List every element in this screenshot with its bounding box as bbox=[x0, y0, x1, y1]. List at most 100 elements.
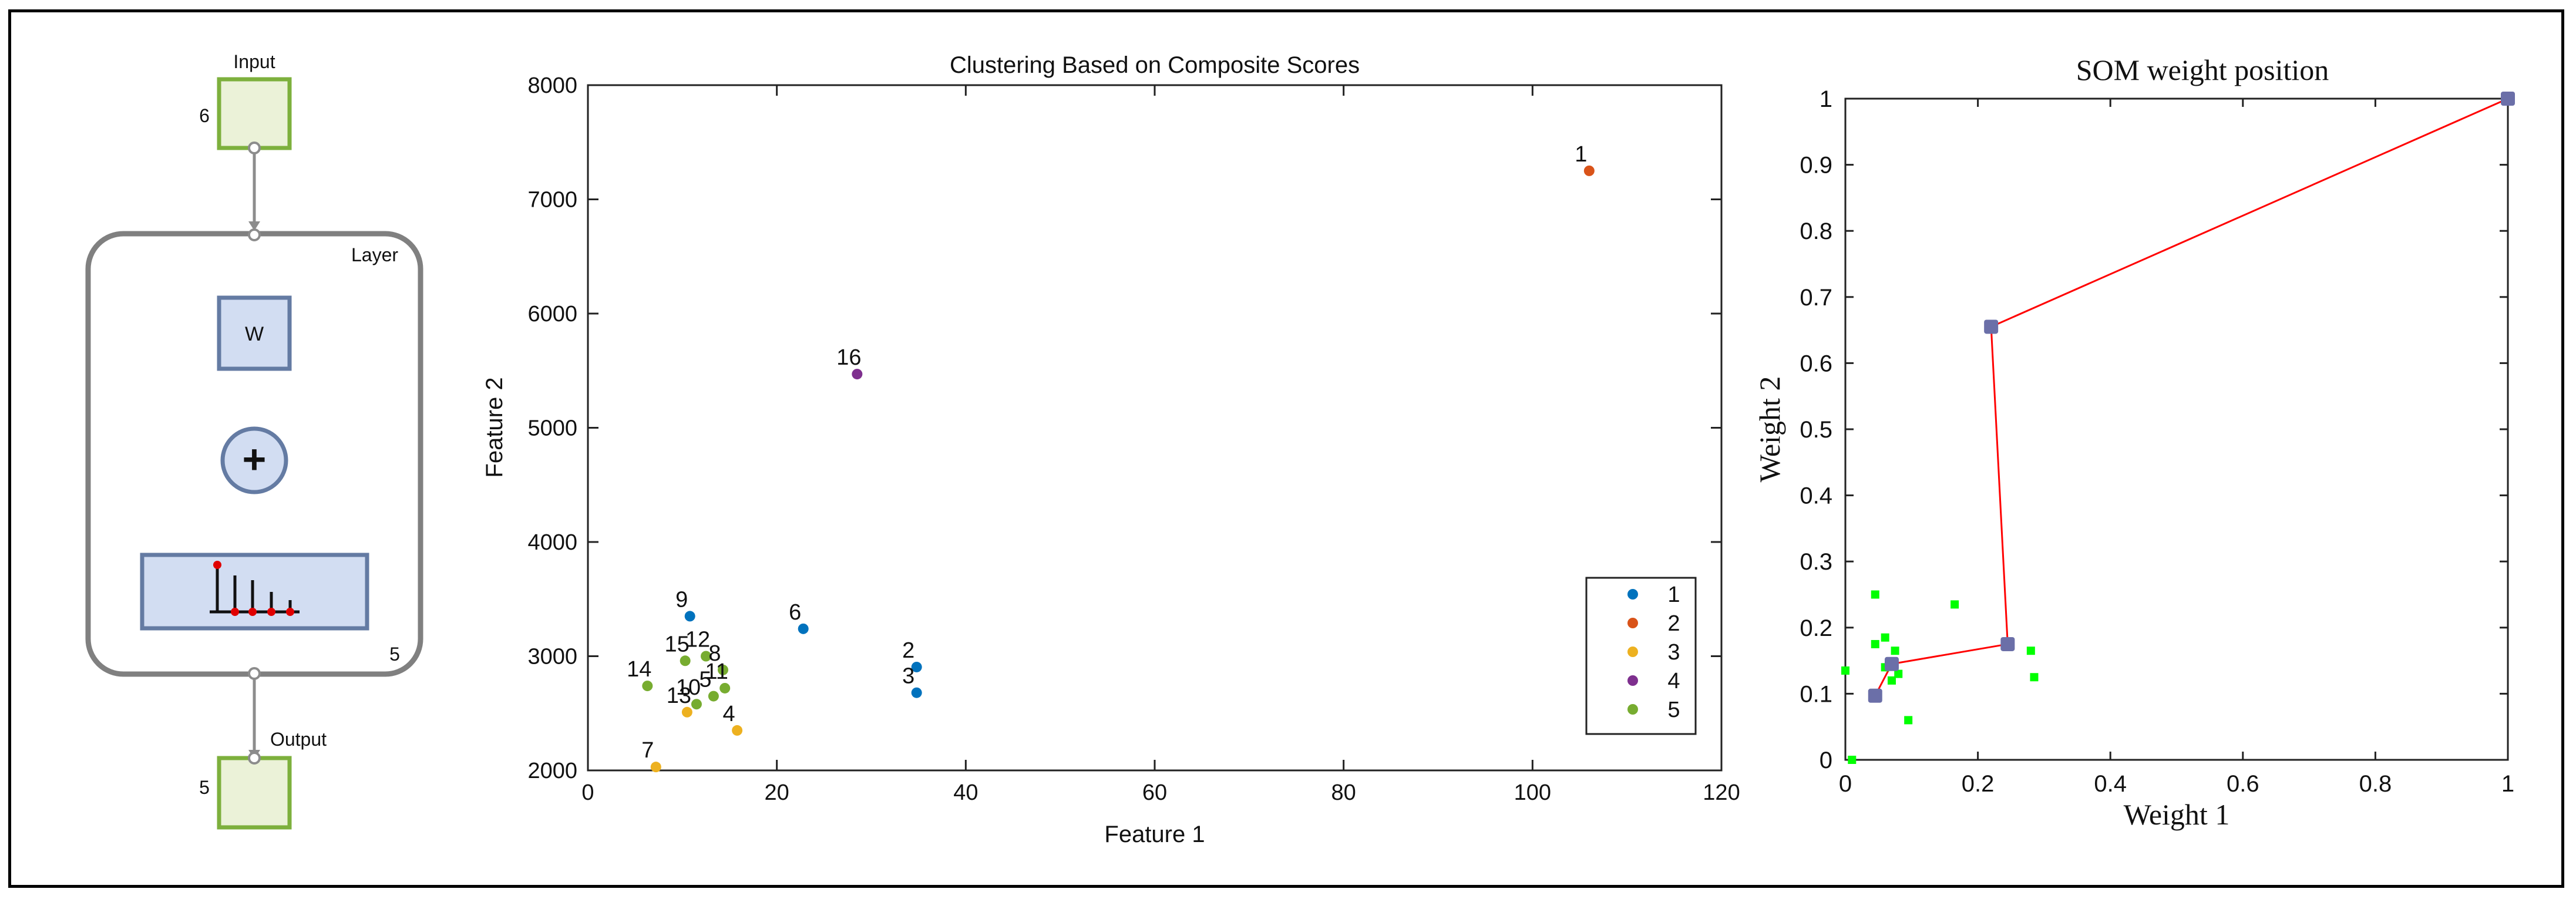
som-y-tick-label: 0.7 bbox=[1800, 285, 1832, 311]
som-x-tick-label: 0.2 bbox=[1962, 771, 1995, 797]
cluster-point-label: 15 bbox=[665, 632, 690, 656]
cluster-point-label: 1 bbox=[1575, 142, 1587, 167]
som-neighbor-link bbox=[1990, 326, 2009, 645]
legend-marker bbox=[1627, 618, 1638, 628]
cluster-point bbox=[852, 369, 863, 380]
som-neighbor-link bbox=[1891, 643, 2008, 665]
som-neuron-point bbox=[1884, 656, 1899, 671]
som-y-tick-label: 0.6 bbox=[1800, 351, 1832, 376]
cluster-point-label: 13 bbox=[667, 683, 691, 708]
som-y-tick-label: 0.5 bbox=[1800, 417, 1832, 443]
cluster-point bbox=[691, 699, 702, 710]
cluster-y-tick-label: 2000 bbox=[527, 759, 577, 783]
cluster-plot-area bbox=[587, 84, 1723, 772]
som-x-tick-label: 0.6 bbox=[2227, 771, 2259, 797]
legend-label: 2 bbox=[1667, 611, 1680, 636]
cluster-legend: 1 2 3 4 5 bbox=[1585, 577, 1697, 735]
legend-marker bbox=[1627, 675, 1638, 686]
som-y-tick-label: 0.3 bbox=[1800, 549, 1832, 575]
cluster-x-tick-label: 120 bbox=[1703, 780, 1740, 805]
cluster-x-tick-label: 40 bbox=[953, 780, 978, 805]
cluster-point-label: 3 bbox=[902, 664, 914, 689]
cluster-point bbox=[719, 682, 731, 693]
cluster-y-tick-label: 5000 bbox=[527, 416, 577, 441]
som-neuron-point bbox=[1868, 688, 1882, 703]
cluster-chart-title: Clustering Based on Composite Scores bbox=[950, 52, 1360, 78]
cluster-y-tick-label: 3000 bbox=[527, 645, 577, 669]
som-y-axis-label: Weight 2 bbox=[1753, 376, 1786, 483]
cluster-x-tick-label: 80 bbox=[1331, 780, 1356, 805]
cluster-point-label: 16 bbox=[836, 345, 861, 370]
legend-label: 5 bbox=[1667, 698, 1680, 722]
som-input-point bbox=[1871, 639, 1879, 648]
legend-label: 4 bbox=[1667, 669, 1680, 693]
legend-label: 1 bbox=[1667, 583, 1680, 607]
cluster-point-label: 9 bbox=[675, 587, 688, 612]
cluster-y-tick-label: 8000 bbox=[527, 73, 577, 98]
legend-marker bbox=[1627, 589, 1638, 600]
som-neighbor-link bbox=[1990, 97, 2508, 328]
cluster-y-tick-label: 6000 bbox=[527, 302, 577, 326]
cluster-point bbox=[681, 706, 692, 718]
legend-marker bbox=[1627, 704, 1638, 715]
cluster-y-tick-label: 7000 bbox=[527, 188, 577, 213]
som-x-tick-label: 0 bbox=[1839, 771, 1852, 797]
som-plot-area bbox=[1844, 97, 2509, 761]
som-y-tick-label: 0.2 bbox=[1800, 615, 1832, 641]
som-input-point bbox=[1841, 666, 1849, 675]
cluster-point-label: 12 bbox=[685, 628, 710, 652]
som-neuron-point bbox=[2501, 92, 2515, 106]
cluster-point-label: 2 bbox=[902, 638, 914, 663]
som-chart-title: SOM weight position bbox=[2076, 53, 2329, 86]
cluster-x-axis-label: Feature 1 bbox=[1104, 821, 1205, 847]
cluster-x-tick-label: 60 bbox=[1142, 780, 1167, 805]
cluster-point bbox=[680, 655, 691, 666]
som-neuron-point bbox=[2000, 637, 2015, 651]
som-x-tick-label: 0.8 bbox=[2359, 771, 2392, 797]
cluster-x-tick-label: 0 bbox=[581, 780, 594, 805]
som-y-tick-label: 0.4 bbox=[1800, 483, 1832, 509]
legend-label: 3 bbox=[1667, 640, 1680, 665]
som-input-point bbox=[1894, 669, 1903, 678]
legend-box bbox=[1585, 577, 1697, 735]
cluster-point-label: 6 bbox=[789, 600, 801, 625]
cluster-point-label: 8 bbox=[708, 641, 721, 666]
figure-frame bbox=[8, 9, 2564, 888]
cluster-point-label: 10 bbox=[676, 675, 701, 700]
cluster-y-tick-label: 4000 bbox=[527, 530, 577, 555]
som-y-tick-label: 0.8 bbox=[1800, 218, 1832, 244]
som-y-tick-label: 0 bbox=[1820, 748, 1832, 773]
som-y-tick-label: 0.1 bbox=[1800, 681, 1832, 707]
cluster-point bbox=[732, 725, 743, 736]
som-y-tick-label: 0.9 bbox=[1800, 153, 1832, 179]
cluster-point-label: 14 bbox=[627, 657, 651, 682]
som-input-point bbox=[1904, 716, 1913, 725]
som-input-point bbox=[1881, 633, 1889, 642]
som-input-point bbox=[1871, 590, 1879, 599]
legend-marker bbox=[1627, 647, 1638, 657]
cluster-point-label: 4 bbox=[723, 702, 735, 726]
cluster-point bbox=[650, 762, 661, 773]
cluster-y-axis-label: Feature 2 bbox=[482, 377, 507, 477]
cluster-point-label: 5 bbox=[699, 668, 711, 692]
som-input-point bbox=[1891, 647, 1899, 655]
som-input-point bbox=[2026, 647, 2035, 655]
cluster-point-label: 7 bbox=[641, 738, 654, 763]
cluster-point bbox=[911, 661, 922, 672]
cluster-point bbox=[708, 691, 719, 702]
som-y-tick-label: 1 bbox=[1820, 86, 1832, 112]
cluster-point bbox=[911, 687, 922, 698]
cluster-x-tick-label: 20 bbox=[765, 780, 789, 805]
som-input-point bbox=[1887, 676, 1896, 685]
cluster-point bbox=[701, 651, 712, 662]
som-input-point bbox=[1848, 756, 1857, 764]
cluster-point bbox=[717, 664, 728, 675]
som-neuron-point bbox=[1984, 319, 1999, 334]
som-input-point bbox=[2030, 673, 2039, 682]
cluster-point bbox=[798, 623, 809, 634]
som-input-point bbox=[1951, 600, 1959, 609]
cluster-point bbox=[684, 611, 695, 622]
cluster-point bbox=[1583, 165, 1595, 176]
som-x-axis-label: Weight 1 bbox=[2124, 798, 2230, 831]
